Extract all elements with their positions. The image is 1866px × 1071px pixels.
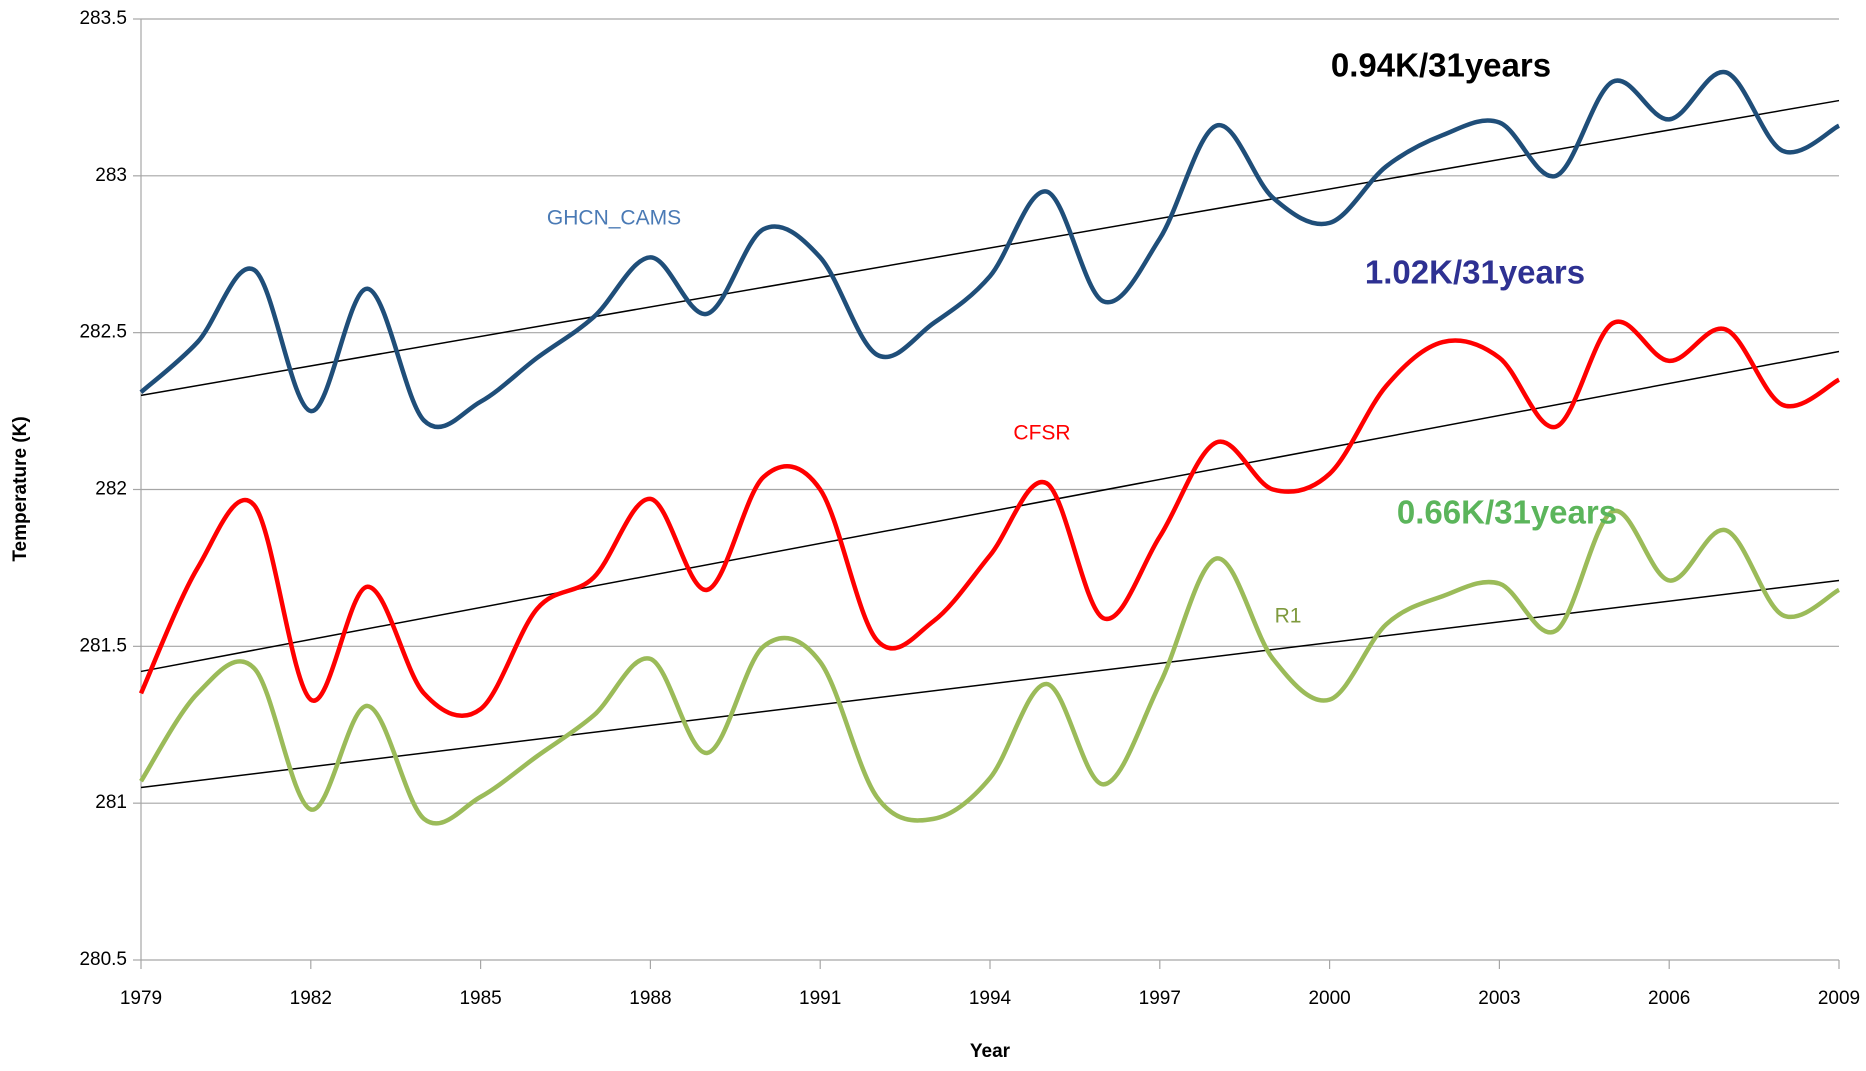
y-tick-label: 282	[95, 479, 127, 500]
series-line	[139, 70, 1841, 430]
y-tick-label: 281	[95, 792, 127, 813]
x-tick-label: 2009	[1818, 988, 1860, 1009]
x-tick-label: 2000	[1308, 988, 1350, 1009]
series-line	[139, 508, 1841, 826]
x-tick-label: 2003	[1478, 988, 1520, 1009]
x-tick-label: 1979	[120, 988, 162, 1009]
x-tick-label: 2006	[1648, 988, 1690, 1009]
annotation: 0.94K/31years	[1331, 47, 1551, 84]
y-axis-title: Temperature (K)	[10, 416, 31, 561]
x-tick-label: 1982	[290, 988, 332, 1009]
annotation: 1.02K/31years	[1365, 254, 1585, 291]
series-label: R1	[1275, 605, 1302, 628]
y-tick-label: 281.5	[79, 635, 127, 656]
y-tick-label: 282.5	[79, 322, 127, 343]
series-label: GHCN_CAMS	[547, 207, 681, 230]
y-tick-label: 280.5	[79, 949, 127, 970]
x-tick-label: 1997	[1139, 988, 1181, 1009]
x-axis-title: Year	[970, 1041, 1011, 1062]
trend-line	[140, 99, 1840, 397]
x-tick-label: 1988	[629, 988, 671, 1009]
y-tick-label: 283	[95, 165, 127, 186]
series-line	[138, 319, 1841, 719]
x-tick-label: 1991	[799, 988, 841, 1009]
trend-line	[140, 350, 1840, 673]
x-tick-label: 1985	[459, 988, 501, 1009]
x-tick-label: 1994	[969, 988, 1012, 1009]
series-label: CFSR	[1013, 422, 1070, 445]
trend-line	[140, 579, 1840, 789]
annotation: 0.66K/31years	[1397, 494, 1617, 531]
y-tick-label: 283.5	[79, 8, 127, 29]
